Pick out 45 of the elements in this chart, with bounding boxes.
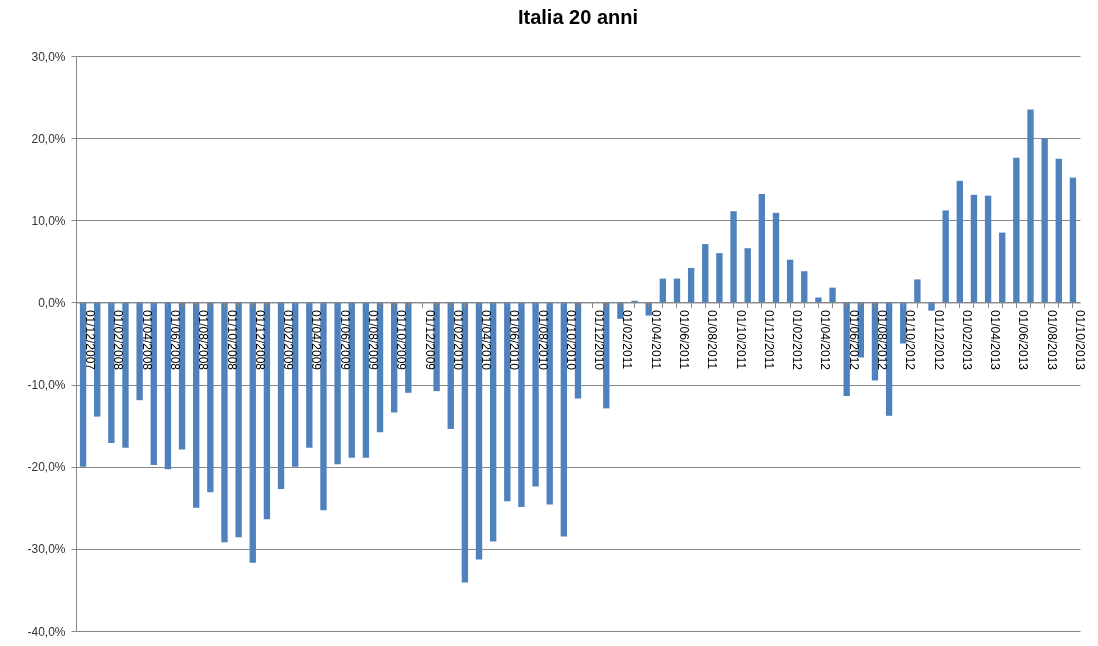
x-tick-label: 01/08/2011	[705, 309, 720, 370]
x-tick-label: 01/12/2011	[761, 309, 776, 370]
x-tick-label: 01/12/2009	[422, 309, 437, 371]
x-tick-label: 01/10/2008	[224, 309, 239, 371]
x-tick-label: 01/06/2009	[337, 309, 352, 371]
x-tick-label: 01/02/2009	[281, 309, 296, 371]
x-tick-label: 01/12/2010	[592, 309, 607, 371]
x-tick-label: 01/08/2012	[875, 309, 890, 371]
x-tick-label: 01/04/2012	[818, 309, 833, 371]
y-tick-label: -20,0%	[27, 460, 66, 475]
x-tick-label: 01/04/2009	[309, 309, 324, 371]
x-tick-label: 01/10/2011	[733, 309, 748, 370]
y-tick-label: 20,0%	[31, 131, 66, 146]
x-tick-label: 01/08/2013	[1044, 309, 1059, 371]
x-tick-label: 01/04/2008	[139, 309, 154, 371]
x-tick-label: 01/10/2013	[1073, 309, 1087, 371]
y-tick-label: -40,0%	[27, 624, 66, 639]
x-tick-label: 01/06/2013	[1016, 309, 1031, 371]
x-tick-label: 01/12/2008	[252, 309, 267, 371]
x-tick-label: 01/02/2010	[450, 309, 465, 371]
x-tick-label: 01/08/2010	[535, 309, 550, 371]
x-tick-label: 01/06/2008	[167, 309, 182, 371]
y-tick-label: -10,0%	[27, 378, 66, 393]
x-tick-label: 01/04/2010	[479, 309, 494, 371]
x-tick-label: 01/12/2012	[931, 309, 946, 371]
x-tick-label: 01/10/2010	[563, 309, 578, 371]
x-tick-label: 01/08/2008	[196, 309, 211, 371]
y-tick-label: -30,0%	[27, 542, 66, 557]
x-tick-label: 01/12/2007	[83, 309, 98, 371]
y-tick-label: 10,0%	[31, 213, 66, 228]
x-tick-label: 01/06/2011	[677, 309, 692, 370]
y-tick-label: 30,0%	[31, 49, 66, 64]
x-tick-label: 01/02/2011	[620, 309, 635, 370]
x-tick-label: 01/10/2009	[394, 309, 409, 371]
x-tick-label: 01/02/2013	[959, 309, 974, 371]
x-tick-label: 01/02/2012	[790, 309, 805, 371]
x-tick-label: 01/04/2013	[988, 309, 1003, 371]
x-tick-label: 01/06/2010	[507, 309, 522, 371]
x-tick-label: 01/10/2012	[903, 309, 918, 371]
y-tick-label: 0,0%	[38, 295, 66, 310]
x-tick-label: 01/08/2009	[365, 309, 380, 371]
x-tick-label: 01/02/2008	[111, 309, 126, 371]
x-tick-label: 01/06/2012	[846, 309, 861, 371]
x-tick-label: 01/04/2011	[648, 309, 663, 370]
chart-title: Italia 20 anni	[517, 6, 639, 28]
